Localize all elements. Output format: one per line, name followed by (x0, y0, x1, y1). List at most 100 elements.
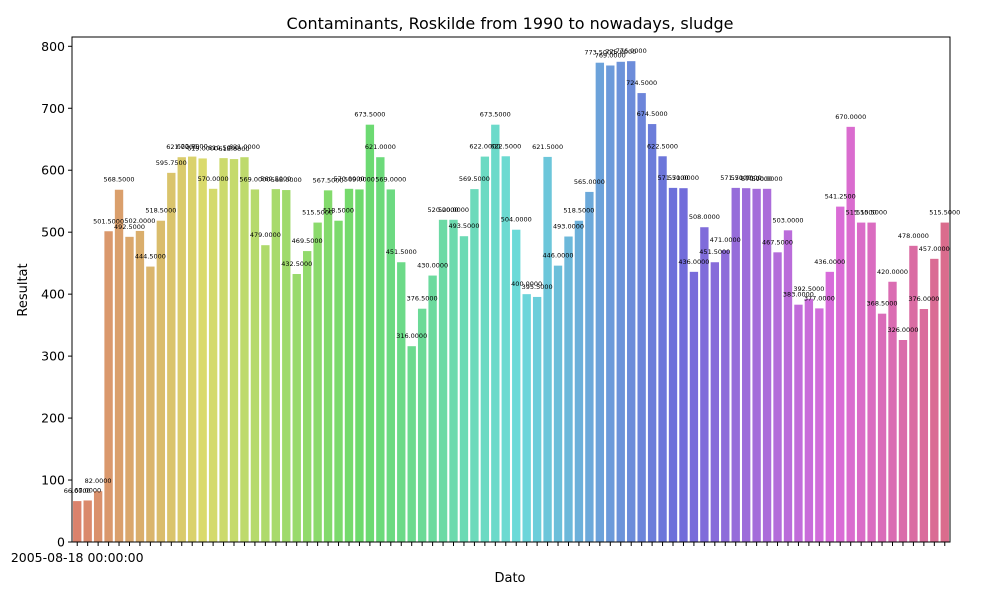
data-label: 541.2500 (825, 193, 856, 201)
data-label: 769.0000 (595, 52, 626, 60)
bar (585, 191, 594, 542)
data-label: 436.0000 (678, 258, 709, 266)
data-label: 622.0000 (469, 143, 500, 151)
data-label: 621.5000 (532, 143, 563, 151)
data-label: 569.5000 (260, 175, 291, 183)
bar (762, 188, 772, 542)
plot-frame (71, 36, 951, 543)
bar (334, 220, 343, 542)
data-label: 515.5000 (929, 209, 960, 217)
data-label: 622.5000 (490, 142, 521, 150)
bar (73, 501, 82, 542)
bar (449, 219, 458, 543)
bar (553, 265, 563, 542)
bar (898, 340, 908, 542)
bars-layer (73, 61, 949, 543)
bar (679, 188, 688, 542)
data-label: 622.5000 (647, 142, 678, 150)
data-label: 570.0000 (752, 175, 783, 183)
bar (532, 296, 542, 542)
bar (512, 229, 521, 542)
bar (846, 126, 855, 542)
bar (167, 172, 176, 542)
bar (292, 274, 301, 542)
bar (689, 271, 699, 542)
bar (323, 190, 333, 543)
data-label: 569.0000 (375, 175, 406, 183)
bar (595, 62, 605, 543)
data-label: 504.0000 (501, 216, 532, 224)
bar (229, 159, 239, 542)
bar (710, 262, 719, 542)
data-label: 567.5000 (313, 176, 344, 184)
data-label: 420.0000 (877, 268, 908, 276)
bar (794, 304, 803, 542)
y-tick-label: 0 (57, 535, 65, 550)
bar (804, 298, 814, 542)
data-label: 451.5000 (699, 248, 730, 256)
data-label: 400.0000 (511, 280, 542, 288)
bar (647, 124, 657, 542)
bar (480, 156, 490, 542)
bar (208, 188, 218, 542)
bar (397, 262, 406, 542)
data-label: 565.0000 (574, 178, 605, 186)
data-label: 621.0000 (166, 143, 197, 151)
bar (428, 275, 437, 542)
data-label: 568.0000 (271, 176, 302, 184)
chart-title: Contaminants, Roskilde from 1990 to nowa… (287, 14, 734, 33)
bar (303, 251, 312, 542)
bar (417, 308, 427, 542)
data-label: 471.0000 (710, 236, 741, 244)
data-label: 368.5000 (867, 300, 898, 308)
data-label: 376.5000 (407, 295, 438, 303)
bar (104, 231, 113, 542)
bar (125, 236, 134, 542)
y-tick-label: 200 (41, 411, 65, 426)
bar (365, 124, 375, 543)
bar (731, 187, 740, 542)
bar (83, 500, 92, 542)
data-label: 571.5000 (720, 174, 751, 182)
y-tick-label: 800 (41, 39, 65, 54)
data-label: 479.0000 (250, 231, 281, 239)
data-label: 595.7500 (156, 159, 187, 167)
data-label: 518.5000 (145, 207, 176, 215)
y-tick-label: 100 (41, 473, 65, 488)
data-label: 444.5000 (135, 253, 166, 261)
x-axis-label: Dato (494, 571, 525, 586)
bar (700, 227, 709, 543)
bar (282, 190, 291, 543)
data-label: 618.0000 (219, 145, 250, 153)
data-label: 775.0000 (605, 48, 636, 56)
y-tick-label: 600 (41, 163, 65, 178)
bar (261, 245, 270, 542)
data-label: 326.0000 (887, 326, 918, 334)
data-label: 520.0000 (438, 206, 469, 214)
bar (742, 188, 751, 542)
y-axis-label: Resultat (16, 263, 31, 316)
bar (930, 258, 939, 542)
data-label: 776.0000 (616, 47, 647, 55)
data-label: 430.0000 (417, 262, 448, 270)
x-axis: 2005-08-18 00:00:00 (11, 542, 946, 565)
bar (219, 158, 228, 542)
data-label: 451.5000 (386, 248, 417, 256)
bar (407, 346, 416, 542)
data-label: 316.0000 (396, 332, 427, 340)
data-label: 501.5000 (93, 217, 124, 225)
bar (574, 220, 584, 542)
data-label: 446.0000 (543, 252, 574, 260)
bar (491, 124, 500, 543)
bar (668, 187, 678, 542)
data-label: 571.0000 (668, 174, 699, 182)
bar (721, 250, 730, 542)
y-tick-label: 700 (41, 101, 65, 116)
y-tick-label: 400 (41, 287, 65, 302)
data-label: 570.0000 (741, 175, 772, 183)
bar (114, 189, 124, 543)
bar (867, 222, 876, 542)
data-label: 570.0000 (198, 175, 229, 183)
bar (271, 189, 280, 542)
